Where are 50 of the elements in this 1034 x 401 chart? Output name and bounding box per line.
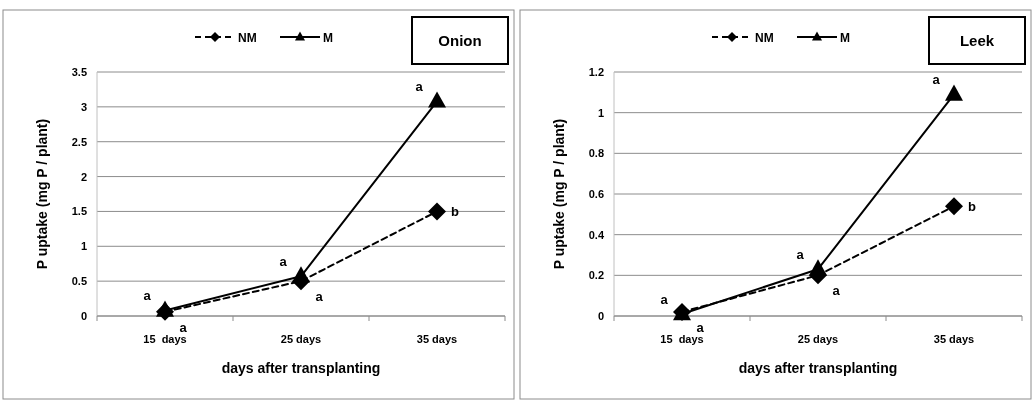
- annotation: a: [279, 254, 288, 270]
- y-tick-label: 0.8: [588, 147, 604, 160]
- y-tick-label: 0: [80, 310, 87, 322]
- chart-title: Onion: [438, 32, 482, 49]
- x-tick-label: 25 days: [280, 333, 322, 345]
- y-tick-label: 1: [597, 106, 604, 119]
- x-tick-label: 35 days: [933, 333, 975, 345]
- x-tick-label: 35 days: [416, 333, 458, 345]
- legend-label: M: [840, 31, 850, 45]
- x-tick-label: 25 days: [797, 333, 839, 345]
- annotation: b: [451, 204, 460, 220]
- point: [945, 197, 963, 216]
- annotation: a: [832, 283, 841, 299]
- annotation: a: [143, 288, 152, 304]
- x-tick-label: 15 days: [660, 333, 704, 345]
- annotation: a: [796, 247, 805, 263]
- point: [156, 300, 174, 317]
- annotation: a: [179, 319, 188, 335]
- x-tick-label: 15 days: [143, 333, 187, 345]
- annotation: b: [968, 199, 977, 215]
- x-axis-title: days after transplanting: [738, 360, 898, 376]
- point: [809, 259, 827, 276]
- y-tick-label: 0: [597, 310, 604, 322]
- y-tick-label: 3: [80, 100, 87, 113]
- y-tick-label: 0.2: [588, 269, 604, 282]
- chart-title: Leek: [959, 32, 995, 49]
- y-tick-label: 1.2: [588, 66, 604, 78]
- y-axis-title: P uptake (mg P / plant): [551, 118, 567, 270]
- y-tick-label: 0.5: [71, 275, 87, 288]
- y-tick-label: 1.5: [71, 205, 87, 218]
- point: [945, 84, 963, 101]
- legend-label: NM: [238, 31, 257, 45]
- y-axis-title: P uptake (mg P / plant): [34, 118, 50, 270]
- y-tick-label: 0.4: [588, 228, 605, 241]
- point: [428, 202, 446, 221]
- y-tick-label: 1: [80, 240, 87, 253]
- annotation: a: [315, 289, 324, 305]
- x-axis-title: days after transplanting: [221, 360, 381, 376]
- annotation: a: [415, 79, 424, 95]
- y-tick-label: 3.5: [71, 66, 87, 78]
- legend-label: NM: [755, 31, 774, 45]
- annotation: a: [932, 72, 941, 88]
- y-tick-label: 2.5: [71, 135, 87, 148]
- annotation: a: [696, 319, 705, 335]
- y-tick-label: 0.6: [588, 188, 604, 200]
- y-tick-label: 2: [80, 170, 87, 183]
- point: [428, 91, 446, 108]
- point: [292, 266, 310, 283]
- annotation: a: [660, 291, 669, 307]
- legend-label: M: [323, 31, 333, 45]
